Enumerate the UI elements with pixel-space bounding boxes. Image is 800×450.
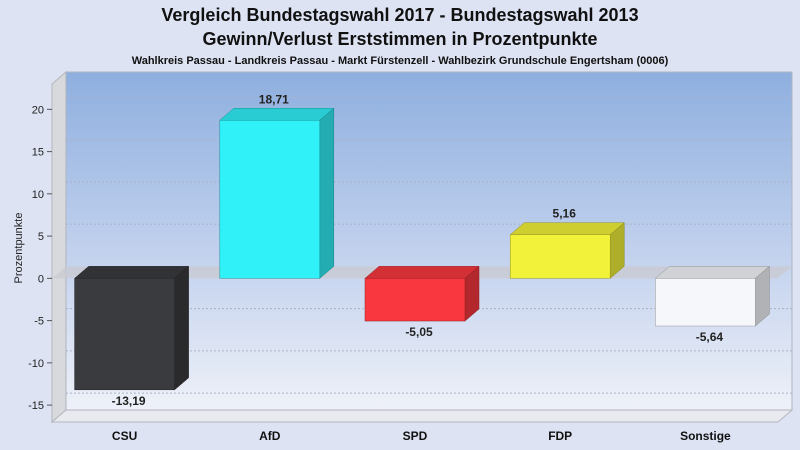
bar-front <box>655 278 756 327</box>
y-tick-label: 10 <box>32 189 44 201</box>
bar-csu: -13,19 <box>73 265 190 408</box>
x-tick-label: Sonstige <box>680 429 731 443</box>
y-axis-label: Prozentpunkte <box>13 213 25 284</box>
value-label: -5,05 <box>405 325 433 339</box>
bar-top <box>509 222 625 235</box>
x-axis: CSU AfD SPD FDP Sonstige <box>112 429 731 443</box>
bar-spd: -5,05 <box>364 265 480 339</box>
left-wall <box>51 70 67 424</box>
y-tick-label: 20 <box>32 104 44 116</box>
x-tick-label: FDP <box>548 429 572 443</box>
x-tick-label: CSU <box>112 429 137 443</box>
bar-side <box>319 107 335 279</box>
bar-top <box>219 108 335 121</box>
y-tick-label: -5 <box>34 316 44 328</box>
bar-top <box>73 266 190 279</box>
value-label: -5,64 <box>696 330 724 344</box>
bar-top <box>364 266 480 279</box>
bar-afd: 18,71 <box>219 92 335 279</box>
bar-side <box>174 265 189 391</box>
y-tick-label: 5 <box>38 231 44 243</box>
value-label: -13,19 <box>112 394 146 408</box>
bar-front <box>219 120 321 279</box>
value-label: 18,71 <box>259 92 289 106</box>
bar-top <box>654 266 771 279</box>
chart-title: Vergleich Bundestagswahl 2017 - Bundesta… <box>161 5 638 25</box>
floor <box>50 409 794 423</box>
bar-front <box>74 278 175 391</box>
chart-subtitle: Gewinn/Verlust Erststimmen in Prozentpun… <box>202 29 597 49</box>
bar-sonstige: -5,64 <box>654 265 771 344</box>
bars: -13,19 18,71 -5,05 5,16 -5,64 <box>73 92 771 408</box>
y-tick-label: -15 <box>28 400 44 412</box>
bar-front <box>364 278 466 322</box>
chart-caption: Wahlkreis Passau - Landkreis Passau - Ma… <box>132 55 669 67</box>
bar-fdp: 5,16 <box>509 207 625 279</box>
x-tick-label: SPD <box>403 429 428 443</box>
value-label: 5,16 <box>553 207 577 221</box>
y-tick-label: 0 <box>38 273 44 285</box>
y-tick-label: -10 <box>28 358 44 370</box>
x-tick-label: AfD <box>259 429 281 443</box>
y-tick-label: 15 <box>32 147 44 159</box>
y-axis: 20 15 10 5 0 -5 -10 -15 <box>28 104 52 412</box>
bar-front <box>509 234 611 279</box>
